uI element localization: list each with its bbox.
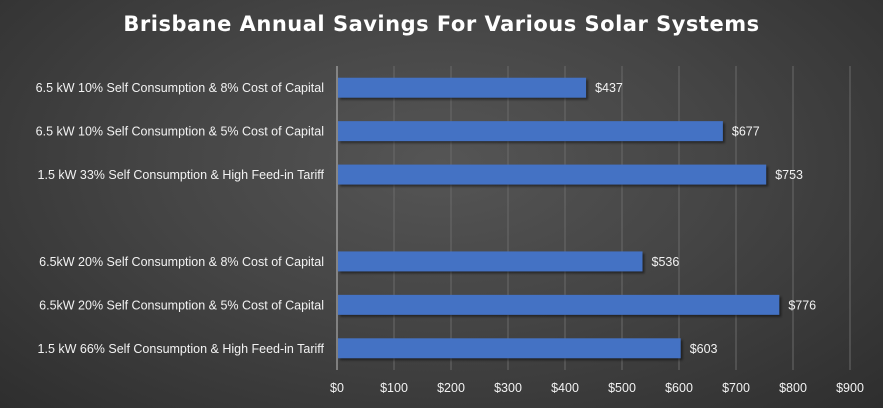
data-label: $677 [732, 125, 760, 139]
x-tick-label: $200 [437, 381, 465, 395]
bar [338, 251, 643, 272]
x-tick-label: $100 [380, 381, 408, 395]
category-label: 6.5kW 20% Self Consumption & 5% Cost of … [39, 298, 324, 312]
category-label: 6.5kW 20% Self Consumption & 8% Cost of … [39, 255, 324, 269]
bar [338, 294, 780, 315]
labels: $0 $100 $200 $300 $400 $500 $600 $700 $800 $900 6.… [36, 81, 864, 395]
data-label: $603 [690, 342, 718, 356]
data-label: $776 [788, 298, 816, 312]
category-label: 1.5 kW 66% Self Consumption & High Feed-… [38, 342, 325, 356]
bar [338, 164, 767, 185]
bar [338, 77, 587, 98]
x-tick-label: $800 [779, 381, 807, 395]
data-label: $753 [775, 168, 803, 182]
x-tick-label: $700 [722, 381, 750, 395]
category-label: 6.5 kW 10% Self Consumption & 5% Cost of… [36, 125, 324, 139]
category-label: 1.5 kW 33% Self Consumption & High Feed-… [38, 168, 325, 182]
x-tick-label: $400 [551, 381, 579, 395]
x-tick-label: $900 [836, 381, 864, 395]
data-label: $536 [652, 255, 680, 269]
chart-title: Brisbane Annual Savings For Various Sola… [123, 12, 760, 36]
x-tick-label: $300 [494, 381, 522, 395]
data-label: $437 [595, 81, 623, 95]
bar [338, 121, 723, 142]
bar [338, 338, 681, 359]
x-tick-label: $0 [330, 381, 344, 395]
bars [338, 77, 780, 359]
category-label: 6.5 kW 10% Self Consumption & 8% Cost of… [36, 81, 324, 95]
x-tick-label: $600 [665, 381, 693, 395]
gridlines [336, 66, 851, 370]
x-tick-label: $500 [608, 381, 636, 395]
